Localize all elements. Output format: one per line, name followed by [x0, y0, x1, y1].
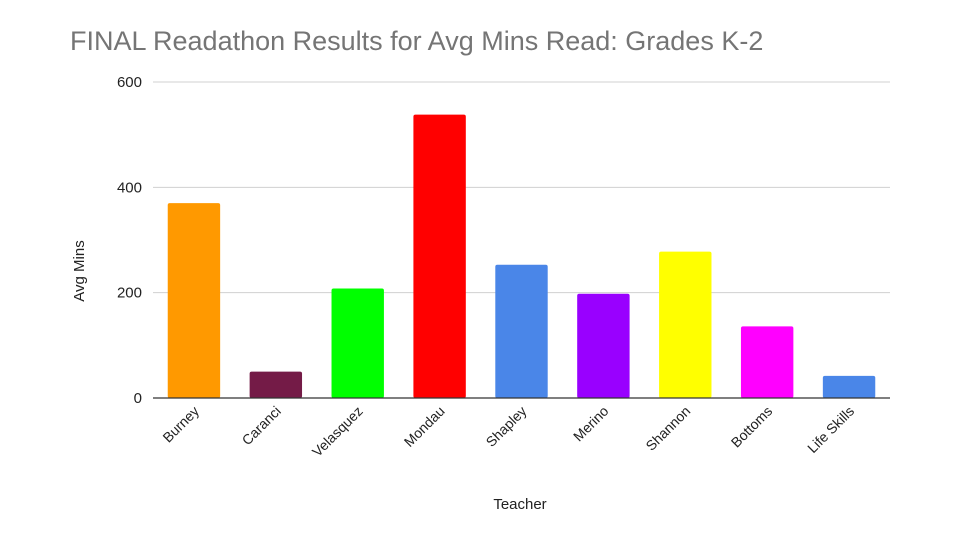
x-tick-label: Burney	[159, 403, 202, 446]
bar-caranci	[249, 371, 303, 398]
chart-title: FINAL Readathon Results for Avg Mins Rea…	[70, 26, 763, 56]
gridlines	[153, 81, 890, 294]
bar-shapley	[495, 264, 548, 398]
y-axis-ticks: 0 200 400 600	[117, 74, 142, 407]
bar-merino	[577, 293, 630, 398]
x-tick-label: Shapley	[483, 403, 530, 450]
bars	[167, 114, 876, 399]
x-tick-label: Merino	[570, 403, 612, 445]
x-tick-label: Caranci	[239, 403, 284, 448]
y-axis-title: Avg Mins	[71, 240, 88, 301]
bar-mondau	[413, 114, 466, 399]
x-tick-label: Shannon	[642, 403, 693, 454]
x-tick-label: Bottoms	[728, 403, 776, 451]
x-tick-label: Life Skills	[804, 403, 857, 456]
bar-burney	[167, 203, 221, 398]
y-tick-label: 200	[117, 285, 142, 302]
x-axis-category-labels: Burney Caranci Velasquez Mondau Shapley Merin…	[159, 403, 857, 460]
y-tick-label: 0	[134, 390, 142, 407]
bar-shannon	[659, 251, 712, 398]
y-tick-label: 600	[117, 74, 142, 91]
x-axis-title: Teacher	[493, 496, 546, 513]
x-tick-label: Mondau	[401, 403, 448, 450]
y-tick-label: 400	[117, 179, 142, 196]
bar-bottoms	[740, 326, 794, 398]
bar-velasquez	[331, 288, 384, 398]
x-tick-label: Velasquez	[309, 403, 366, 460]
bar-life-skills	[822, 375, 876, 398]
